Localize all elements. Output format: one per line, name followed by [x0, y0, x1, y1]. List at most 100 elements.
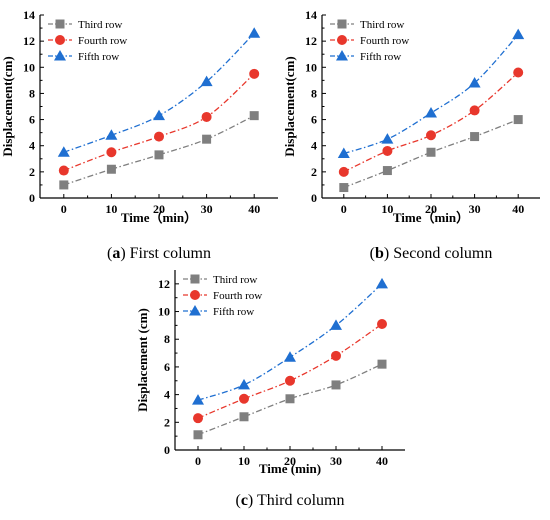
legend: Third row Fourth row Fifth row: [48, 19, 127, 63]
data-point: [382, 145, 393, 156]
caption-paren-open: (: [107, 245, 112, 262]
caption-letter: a: [112, 245, 120, 262]
y-tick-label: 12: [23, 34, 35, 48]
caption-paren-open: (: [370, 245, 375, 262]
y-tick-label: 14: [305, 8, 317, 22]
y-tick-label: 0: [29, 191, 35, 205]
data-point: [57, 146, 70, 157]
panel-caption: (b) Second column: [370, 245, 493, 262]
x-tick-label: 30: [201, 202, 213, 216]
panel-caption: (a) First column: [107, 245, 211, 262]
caption-letter: c: [241, 492, 248, 509]
data-point: [153, 109, 165, 121]
legend-marker: [337, 19, 347, 29]
data-point: [470, 132, 480, 142]
data-point: [201, 111, 212, 122]
data-point: [106, 147, 117, 158]
legend-marker: [337, 35, 347, 45]
x-tick-label: 0: [341, 202, 347, 216]
y-tick-label: 10: [23, 60, 35, 74]
legend-marker: [336, 50, 348, 61]
legend-marker: [55, 19, 65, 29]
y-tick-label: 2: [164, 415, 170, 429]
series-line-1: [197, 363, 383, 436]
data-point: [58, 165, 69, 176]
legend-label: Third row: [78, 19, 122, 31]
data-point: [468, 76, 481, 88]
data-point: [338, 166, 349, 177]
data-point: [512, 28, 525, 40]
data-point: [382, 166, 392, 176]
legend-label: Fifth row: [213, 306, 254, 318]
chart-panel-c: 0 2 4 6 8 10 12 0 10 20 30 40 Time (min) Displacement…: [135, 270, 405, 509]
legend: Third row Fourth row Fifth row: [330, 19, 409, 63]
x-tick-label: 30: [330, 454, 342, 468]
data-point: [248, 27, 261, 38]
data-point: [105, 129, 118, 140]
y-tick-label: 10: [158, 305, 170, 319]
data-point: [426, 130, 436, 141]
data-point: [425, 107, 437, 118]
legend-marker: [55, 35, 65, 45]
legend-marker: [190, 274, 200, 284]
data-point: [513, 67, 524, 78]
x-axis-title: Time（min）: [121, 210, 197, 225]
x-axis-title: Time（min）: [393, 210, 469, 225]
x-tick-label: 10: [381, 202, 393, 216]
data-point: [469, 105, 480, 116]
y-tick-label: 4: [29, 139, 35, 153]
y-tick-label: 12: [158, 277, 170, 291]
data-point: [238, 378, 250, 390]
data-point: [284, 351, 296, 362]
legend-label: Third row: [360, 19, 404, 31]
data-point: [513, 115, 523, 125]
y-tick-label: 12: [305, 34, 317, 48]
series-line-1: [63, 115, 255, 186]
x-axis-title: Time (min): [259, 461, 321, 476]
data-point: [381, 133, 394, 144]
data-point: [59, 180, 69, 190]
y-tick-label: 0: [311, 191, 317, 205]
y-axis-title: Displacement(cm): [282, 56, 297, 156]
x-tick-label: 10: [105, 202, 117, 216]
series-line-2: [197, 323, 383, 419]
data-point: [193, 413, 203, 424]
y-tick-label: 8: [29, 86, 35, 100]
x-tick-label: 30: [469, 202, 481, 216]
data-point: [249, 111, 259, 121]
chart-panel-b: 0 2 4 6 8 10 12 14 0 10 20 30 40 Time（min） Displacemen…: [282, 8, 540, 262]
x-tick-label: 20: [284, 454, 296, 468]
caption-letter: b: [375, 245, 384, 262]
series-line-2: [343, 72, 519, 173]
x-tick-label: 0: [195, 454, 201, 468]
data-point: [337, 147, 350, 159]
data-point: [239, 412, 249, 422]
y-axis-title: Displacement(cm): [0, 56, 15, 156]
data-point: [339, 183, 349, 193]
series-line-1: [343, 118, 519, 189]
legend: Third row Fourth row Fifth row: [183, 274, 262, 318]
legend-marker: [190, 290, 200, 300]
legend-label: Fourth row: [78, 35, 127, 47]
data-point: [192, 394, 204, 405]
data-point: [285, 375, 295, 386]
legend-label: Third row: [213, 274, 257, 286]
y-tick-label: 14: [23, 8, 35, 22]
data-point: [376, 277, 388, 289]
panel-caption: (c) Third column: [235, 492, 344, 509]
x-tick-label: 10: [238, 454, 250, 468]
x-tick-label: 20: [153, 202, 165, 216]
y-tick-label: 4: [164, 388, 170, 402]
legend-marker: [54, 50, 66, 61]
legend-marker: [189, 305, 201, 316]
data-point: [377, 359, 387, 369]
y-tick-label: 10: [305, 60, 317, 74]
x-tick-label: 40: [376, 454, 388, 468]
data-point: [377, 319, 387, 329]
caption-paren-open: (: [235, 492, 240, 509]
data-point: [331, 380, 341, 390]
chart-panel-a: 0 2 4 6 8 10 12 14 0 10 20 30 40 Time（min） Displacemen…: [0, 8, 278, 262]
y-axis-title: Displacement (cm): [135, 308, 150, 412]
y-tick-label: 2: [311, 165, 317, 179]
data-point: [193, 430, 203, 440]
